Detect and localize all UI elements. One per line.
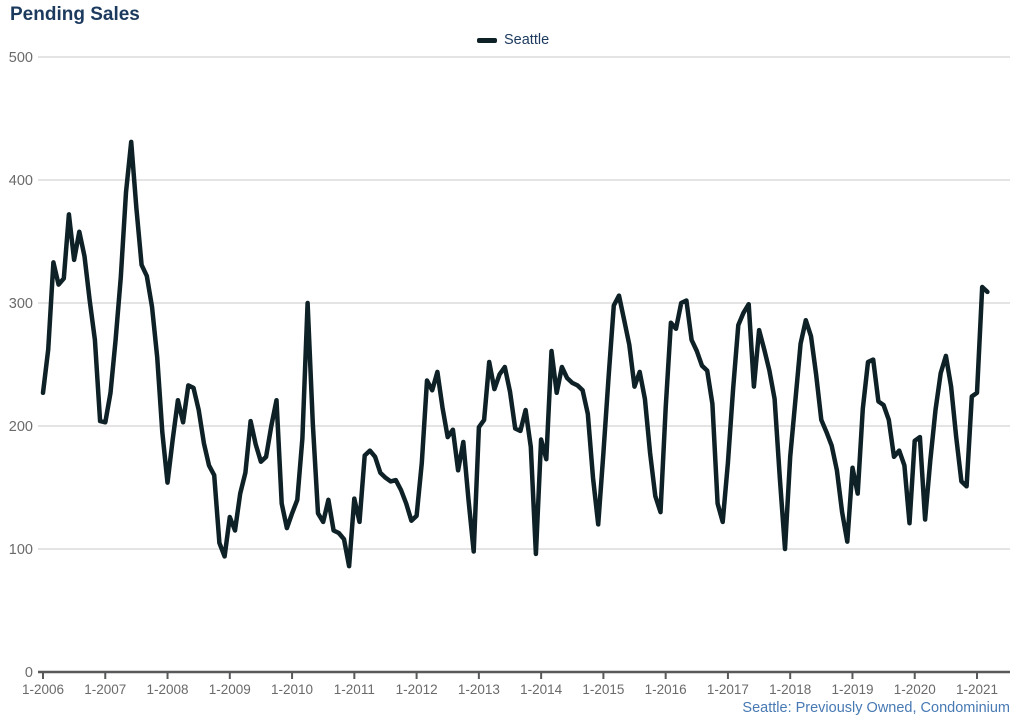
y-axis-label-200: 200	[9, 419, 33, 435]
x-axis-label-1-2010: 1-2010	[271, 682, 313, 697]
x-axis-label-1-2015: 1-2015	[582, 682, 624, 697]
source-footnote: Seattle: Previously Owned, Condominium	[742, 700, 1010, 716]
x-axis-label-1-2018: 1-2018	[769, 682, 811, 697]
legend: Seattle	[477, 31, 549, 49]
y-axis-label-100: 100	[9, 542, 33, 558]
x-axis-label-1-2020: 1-2020	[894, 682, 936, 697]
page-title: Pending Sales	[10, 4, 140, 25]
y-axis-label-0: 0	[25, 665, 33, 681]
seattle-series-line	[40, 139, 990, 569]
x-axis-label-1-2008: 1-2008	[147, 682, 189, 697]
x-axis-label-1-2019: 1-2019	[831, 682, 873, 697]
legend-line-swatch-icon	[477, 37, 497, 43]
x-axis-label-1-2017: 1-2017	[707, 682, 749, 697]
y-axis-label-300: 300	[9, 296, 33, 312]
x-axis-label-1-2011: 1-2011	[334, 682, 375, 697]
x-axis-label-1-2016: 1-2016	[645, 682, 687, 697]
x-axis-label-1-2006: 1-2006	[22, 682, 64, 697]
y-axis-label-400: 400	[9, 173, 33, 189]
x-axis-label-1-2012: 1-2012	[396, 682, 438, 697]
x-axis-label-1-2021: 1-2021	[956, 682, 998, 697]
y-axis-label-500: 500	[9, 50, 33, 66]
x-axis-label-1-2014: 1-2014	[520, 682, 563, 697]
x-axis-label-1-2013: 1-2013	[458, 682, 500, 697]
legend-label-seattle: Seattle	[504, 32, 550, 48]
x-axis-label-1-2007: 1-2007	[84, 682, 126, 697]
x-axis-label-1-2009: 1-2009	[209, 682, 251, 697]
